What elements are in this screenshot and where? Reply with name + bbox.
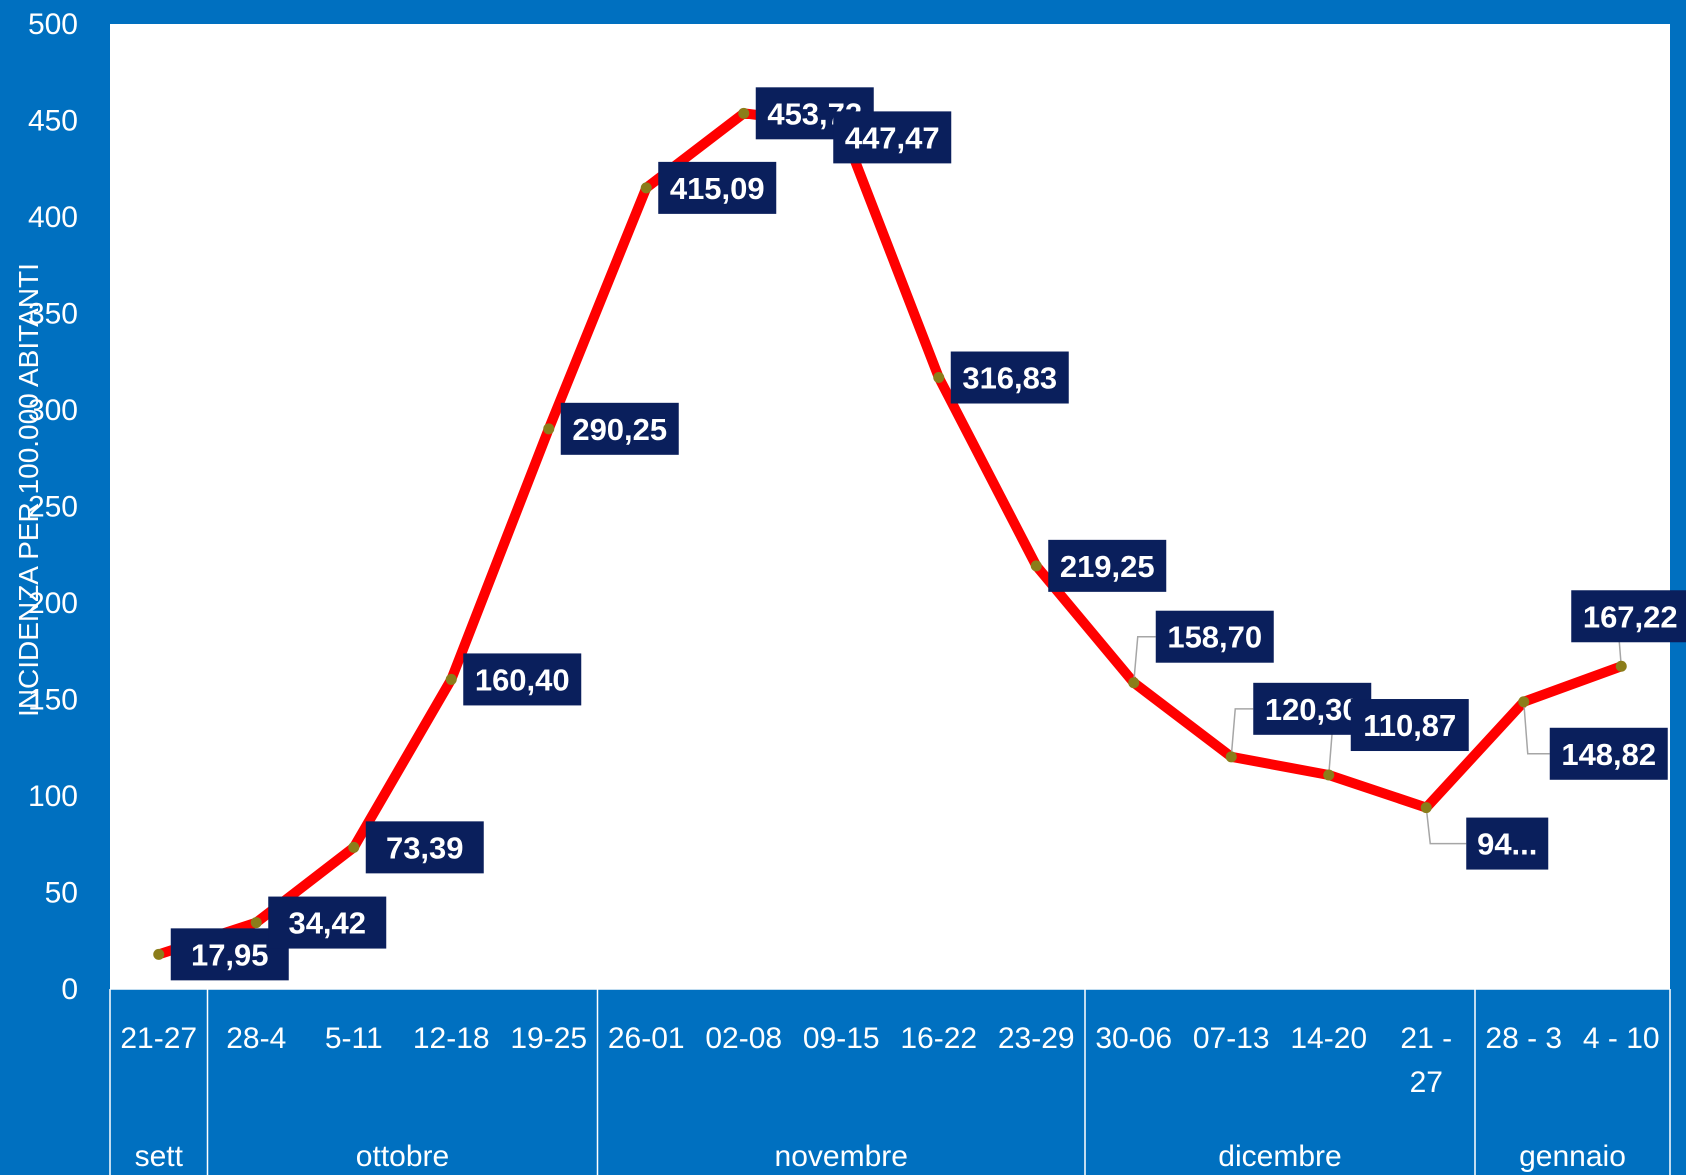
data-label: 73,39 (386, 830, 464, 865)
data-point (640, 182, 652, 194)
data-label: 415,09 (670, 171, 765, 206)
y-tick-label: 300 (28, 394, 78, 427)
data-point (153, 948, 165, 960)
data-label-box (560, 402, 679, 455)
y-tick-label: 250 (28, 491, 78, 524)
month-label: gennaio (1519, 1140, 1626, 1173)
data-point (543, 423, 555, 435)
data-label-box (1466, 817, 1549, 870)
x-category-label: 28 - 3 (1485, 1022, 1562, 1055)
x-category-label: 07-13 (1193, 1022, 1270, 1055)
x-axis: 21-27 28-4 5-11 12-18 19-25 26-01 02-08 09-15 16… (109, 988, 1671, 1175)
y-tick-label: 450 (28, 105, 78, 138)
x-category-label: 21 -27 (1400, 1022, 1452, 1099)
data-label: 120,30 (1265, 692, 1360, 727)
data-point (1128, 677, 1140, 689)
x-category-label: 5-11 (325, 1022, 383, 1055)
x-category-label: 21-27 (120, 1022, 197, 1055)
data-label-box (463, 653, 582, 706)
data-label: 148,82 (1561, 737, 1656, 772)
month-label: novembre (775, 1140, 908, 1173)
y-tick-label: 500 (28, 8, 78, 41)
data-label: 167,22 (1583, 599, 1678, 634)
data-label: 110,87 (1363, 708, 1456, 743)
data-point (933, 372, 945, 384)
data-point (1323, 769, 1335, 781)
x-category-label: 12-18 (413, 1022, 490, 1055)
month-label: sett (135, 1140, 184, 1173)
data-label: 160,40 (475, 662, 570, 697)
data-label-box (833, 111, 952, 164)
data-label-box (1048, 539, 1167, 592)
data-label: 447,47 (845, 120, 940, 155)
data-label-box (268, 896, 387, 949)
data-label-box (1549, 727, 1668, 780)
y-tick-label: 200 (28, 587, 78, 620)
data-point (1225, 751, 1237, 763)
x-category-label: 28-4 (226, 1022, 286, 1055)
data-label: 34,42 (288, 906, 366, 941)
x-category-label: 23-29 (998, 1022, 1075, 1055)
data-point (1615, 660, 1627, 672)
y-tick-label: 150 (28, 684, 78, 717)
series-line (153, 108, 1627, 960)
data-label: 158,70 (1167, 620, 1262, 655)
leader-line (1133, 635, 1156, 683)
data-point (348, 841, 360, 853)
data-point (445, 673, 457, 685)
x-category-label: 09-15 (803, 1022, 880, 1055)
y-tick-label: 0 (61, 973, 78, 1006)
leader-line (1523, 701, 1550, 755)
data-label-box (658, 161, 777, 214)
x-category-label: 26-01 (608, 1022, 685, 1055)
y-tick-label: 350 (28, 298, 78, 331)
data-point (1518, 696, 1530, 708)
x-category-label: 16-22 (900, 1022, 977, 1055)
x-category-label: 30-06 (1095, 1022, 1172, 1055)
y-tick-label: 400 (28, 201, 78, 234)
data-label: 94... (1477, 827, 1537, 862)
data-label: 17,95 (191, 937, 269, 972)
data-label-box (950, 351, 1069, 404)
data-label-box (1571, 590, 1686, 643)
data-label: 219,25 (1060, 549, 1155, 584)
data-label: 290,25 (572, 412, 667, 447)
data-label: 316,83 (962, 361, 1057, 396)
data-label-box (1350, 699, 1469, 752)
leader-line (1230, 708, 1254, 757)
data-labels: 17,9534,4273,39160,40290,25415,09453,724… (170, 87, 1686, 981)
data-label-box (365, 821, 484, 874)
x-category-label: 4 - 10 (1583, 1022, 1660, 1055)
data-label-box (1155, 610, 1274, 663)
y-axis-ticks: 0 50 100 150 200 250 300 350 400 450 500 (28, 8, 78, 1006)
data-point (1420, 802, 1432, 814)
y-tick-label: 50 (45, 877, 78, 910)
data-point (738, 107, 750, 119)
data-point (1030, 560, 1042, 572)
data-point (250, 917, 262, 929)
x-category-label: 14-20 (1290, 1022, 1367, 1055)
month-label: dicembre (1218, 1140, 1341, 1173)
y-tick-label: 100 (28, 780, 78, 813)
x-category-label: 02-08 (705, 1022, 782, 1055)
y-axis-label: INCIDENZA PER 100.000 ABITANTI (13, 263, 44, 717)
month-label: ottobre (356, 1140, 449, 1173)
x-category-label: 19-25 (510, 1022, 587, 1055)
data-markers (153, 107, 1627, 960)
leader-line (1425, 807, 1467, 845)
